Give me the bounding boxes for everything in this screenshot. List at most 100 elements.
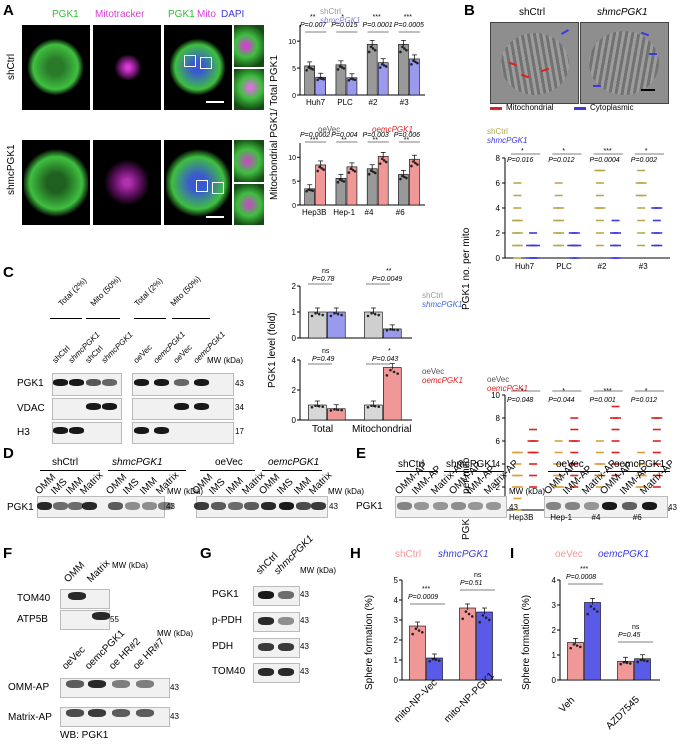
- a-bottom-point: [367, 172, 371, 176]
- i-point: [642, 659, 646, 662]
- a-bottom-point: [416, 163, 419, 166]
- d-mw-right: MW (kDa): [328, 487, 364, 496]
- c-bottom-point: [370, 404, 373, 408]
- e-band: [642, 502, 657, 510]
- c-bottom-point: [377, 405, 381, 409]
- c-bottom-point: [329, 409, 333, 412]
- f-lane-matrix: Matrix: [85, 557, 113, 585]
- i-bar-chart: 0 1 2 3 4: [552, 576, 660, 685]
- i-point: [572, 643, 576, 646]
- h-legend-shctrl: shCtrl: [395, 549, 422, 560]
- a-top-point: [401, 45, 404, 49]
- a-bottom-group-label: #6: [395, 208, 405, 217]
- f-band: [136, 709, 154, 717]
- col-label-merge-mito: Mito: [197, 9, 216, 20]
- f-blot-omm-ap: [60, 678, 170, 698]
- a-bottom-point: [382, 159, 386, 162]
- a-bottom-point: [347, 171, 351, 174]
- a-top-point: [412, 59, 415, 63]
- panel-label-g: G: [200, 545, 212, 562]
- micrograph-mito-shmcpgk1: [93, 140, 161, 225]
- g-band: [258, 643, 274, 651]
- a-bottom-point: [410, 164, 413, 168]
- f-mw-bottom: MW (kDa): [157, 629, 193, 638]
- a-bottom-point: [414, 161, 417, 165]
- e-band: [584, 502, 599, 510]
- c-top-tick-label: 2: [292, 282, 297, 291]
- a-bottom-group-label: Hep3B: [302, 208, 327, 217]
- i-stat-p: P=0.0008: [566, 574, 597, 581]
- e-mw-label: MW (kDa): [509, 487, 545, 496]
- c-top-stat-p: P=0.0049: [372, 276, 403, 283]
- i-point: [619, 662, 622, 666]
- c-lane-header: Mito (50%): [168, 274, 203, 308]
- h-tick-label: 0: [394, 676, 399, 685]
- a-top-point: [322, 78, 325, 81]
- a-bottom-point: [342, 180, 346, 183]
- f-band: [92, 612, 110, 620]
- f-footer: WB: PGK1: [60, 730, 109, 741]
- c-row-h3: H3: [17, 427, 30, 438]
- a-bottom-point: [369, 169, 373, 172]
- i-stat-p: P=0.45: [618, 632, 641, 639]
- i-point: [639, 658, 643, 662]
- b-top-tick-label: 8: [496, 154, 501, 163]
- a-bottom-point: [318, 165, 321, 169]
- c-lane-header: Total (2%): [56, 276, 89, 308]
- c-band: [69, 379, 84, 386]
- c-bottom-tick-label: 2: [292, 386, 297, 395]
- b-bottom-stat-p: P=0.044: [548, 397, 575, 404]
- panel-label-b: B: [464, 2, 475, 19]
- a-bottom-stat-stars: ***: [310, 137, 319, 144]
- h-stat-ns: ns: [474, 572, 482, 579]
- d-band: [296, 502, 311, 510]
- b-bottom-group-label: Hep-1: [550, 513, 573, 522]
- d-band: [53, 502, 68, 510]
- e-mw-43-left: 43: [509, 503, 518, 512]
- h-point: [428, 660, 431, 663]
- e-mw-43-right: 43: [668, 503, 677, 512]
- c-header-underline: [50, 318, 82, 319]
- f-blot-tom40: [60, 589, 110, 609]
- i-stat-stars: ***: [580, 566, 589, 573]
- em-image-shctrl: [490, 22, 579, 104]
- h-point: [421, 631, 424, 634]
- b-legend-cyto: Cytoplasmic: [590, 103, 634, 112]
- a-top-point: [309, 67, 312, 70]
- b-bottom-stat-stars: *: [562, 388, 565, 395]
- row-label-shmcpgk1: shmcPGK1: [6, 144, 17, 195]
- d-band: [142, 502, 157, 510]
- h-bar-chart: 0 1 2 3 4 5: [394, 576, 502, 685]
- micrograph-inset1-shctrl: [234, 25, 264, 67]
- d-header-oemcpgk1: oemcPGK1: [268, 457, 320, 468]
- micrograph-mito-shctrl: [93, 25, 161, 110]
- g-row-label: p-PDH: [212, 615, 243, 626]
- b-bottom-stat-p: P=0.012: [630, 397, 658, 404]
- a-top-tick-label: 5: [292, 66, 296, 73]
- a-bottom-stat-stars: **: [403, 137, 410, 144]
- col-label-pgk1: PGK1: [52, 9, 79, 20]
- a-top-tick-label: 10: [288, 39, 296, 46]
- c-band: [53, 427, 68, 434]
- b-legend-mito-swatch: [490, 107, 502, 110]
- b-top-group-label: #3: [638, 262, 648, 271]
- a-bottom-point: [399, 177, 402, 181]
- f-row-tom40: TOM40: [17, 593, 51, 604]
- panel-label-h: H: [350, 545, 361, 562]
- h-tick-label: 5: [394, 576, 399, 585]
- a-top-point: [405, 48, 408, 52]
- c-mw-17: 17: [235, 427, 244, 436]
- e-header-shmcpgk1: shmcPGK1: [446, 459, 497, 470]
- i-legend-oemcpgk1: oemcPGK1: [598, 549, 650, 560]
- c-top-point: [310, 314, 314, 318]
- a-top-point: [403, 47, 406, 50]
- e-band: [602, 502, 617, 510]
- c-band: [69, 427, 84, 434]
- col-label-merge-dapi: DAPI: [221, 9, 245, 20]
- d-band: [311, 502, 326, 510]
- b-top-group-label: #2: [597, 262, 607, 271]
- g-band: [258, 668, 274, 676]
- c-top-point: [321, 313, 325, 317]
- d-header-shctrl: shCtrl: [52, 457, 79, 468]
- i-tick-label: 3: [552, 601, 557, 610]
